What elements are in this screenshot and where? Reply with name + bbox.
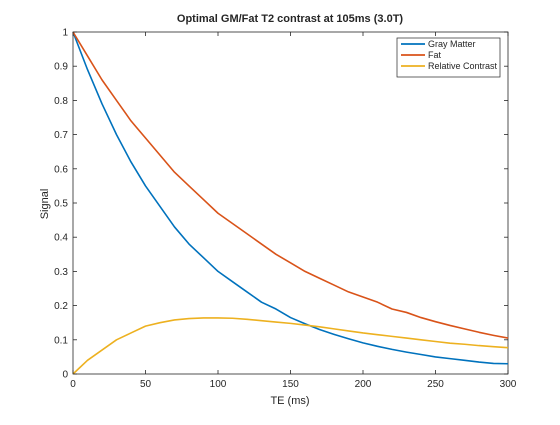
chart-title: Optimal GM/Fat T2 contrast at 105ms (3.0… [177, 13, 404, 25]
x-tick-label: 250 [427, 379, 444, 390]
series-line-2 [72, 317, 509, 375]
legend-entry-1: Fat [428, 50, 442, 60]
series-layer [72, 31, 509, 375]
x-axis-label: TE (ms) [270, 395, 309, 407]
y-axis-label: Signal [39, 189, 51, 220]
series-line-0 [72, 31, 509, 365]
y-tick-label: 0.2 [54, 301, 68, 312]
series-line-1 [72, 31, 509, 339]
y-tick-label: 0.4 [54, 233, 68, 244]
y-tick-label: 0 [62, 370, 68, 381]
y-tick-label: 0.6 [54, 164, 68, 175]
x-tick-label: 50 [140, 379, 152, 390]
legend-entry-0: Gray Matter [428, 39, 476, 49]
y-tick-label: 0.9 [54, 62, 68, 73]
y-tick-label: 0.5 [54, 199, 68, 210]
x-tick-label: 300 [500, 379, 517, 390]
x-tick-label: 200 [355, 379, 372, 390]
y-tick-label: 0.8 [54, 96, 68, 107]
legend-entry-2: Relative Contrast [428, 61, 498, 71]
x-tick-label: 100 [210, 379, 227, 390]
x-tick-label: 0 [70, 379, 76, 390]
y-tick-label: 0.7 [54, 130, 68, 141]
y-tick-label: 0.3 [54, 267, 68, 278]
x-tick-label: 150 [282, 379, 299, 390]
y-tick-label: 0.1 [54, 335, 68, 346]
y-tick-label: 1 [62, 28, 68, 39]
ticks-layer: 0 50 100 150 200 250 300 0 0.1 0.2 0.3 0.4 0.5 0.6 0.7… [54, 28, 517, 391]
